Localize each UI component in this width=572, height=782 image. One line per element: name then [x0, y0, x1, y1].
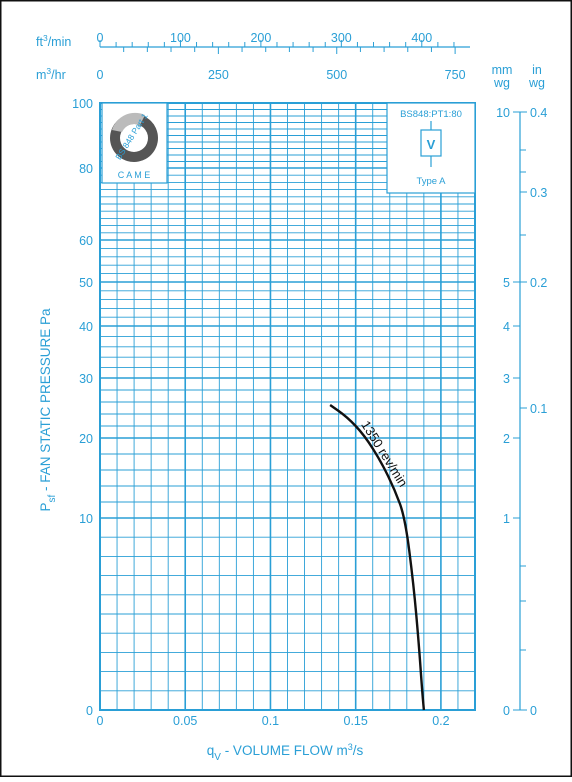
x-tick-label: 0: [97, 714, 104, 728]
m3hr-axis-label: m3/hr: [36, 66, 66, 82]
cfm-tick-label: 400: [411, 31, 432, 45]
mmwg-tick-label: 3: [503, 372, 510, 386]
bs848-badge: BS 848 Part 1 C A M E: [101, 102, 168, 184]
fan-curve-point: [413, 585, 414, 586]
stamp-type: Type A: [416, 176, 446, 187]
mmwg-tick-label: 2: [503, 432, 510, 446]
y-tick-label: 10: [79, 512, 93, 526]
axis-layer: 0 0.05 0.1 0.15 0.2qV - VOLUME FLOW m3/s0102…: [36, 31, 547, 763]
plot-frame: [99, 102, 476, 711]
y-tick-label: 30: [79, 372, 93, 386]
inwg-tick-label: 0.2: [530, 276, 547, 290]
cfm-tick-label: 200: [250, 31, 271, 45]
x-tick-label: 0.15: [344, 714, 368, 728]
x-tick-label: 0.05: [173, 714, 197, 728]
inwg-axis-label: in: [532, 63, 542, 77]
y-tick-label: 20: [79, 432, 93, 446]
standard-stamp: BS848:PT1:80 V Type A: [386, 102, 476, 194]
y-tick-label: 0: [86, 704, 93, 718]
cfm-tick-label: 100: [170, 31, 191, 45]
fan-curve-point: [418, 642, 419, 643]
inwg-tick-label: 0: [530, 704, 537, 718]
y-tick-label: 60: [79, 234, 93, 248]
fan-curve-point: [347, 416, 348, 417]
mmwg-tick-label: 5: [503, 276, 510, 290]
y-tick-label: 40: [79, 320, 93, 334]
inwg-axis-label: wg: [528, 76, 545, 90]
fan-curve-point: [422, 690, 423, 691]
fan-curve-point: [330, 404, 331, 405]
fan-curve-line: [329, 404, 426, 711]
cfm-tick-label: 300: [331, 31, 352, 45]
y-axis-title: Psf - FAN STATIC PRESSURE Pa: [38, 308, 58, 512]
inwg-tick-label: 0.3: [530, 186, 547, 200]
m3hr-tick-label: 0: [97, 68, 104, 82]
x-axis-title: qV - VOLUME FLOW m3/s: [207, 742, 364, 763]
x-tick-label: 0.2: [432, 714, 449, 728]
mmwg-tick-label: 1: [503, 512, 510, 526]
fan-curve-point: [423, 709, 424, 710]
cfm-axis-label: ft3/min: [36, 33, 71, 49]
inwg-tick-label: 0.1: [530, 402, 547, 416]
mmwg-axis-label: mm: [492, 63, 513, 77]
fan-curve-point: [394, 489, 395, 490]
stamp-symbol: V: [427, 137, 436, 152]
fan-curve-point: [405, 517, 406, 518]
badge-ring-center: [120, 124, 148, 152]
mmwg-tick-label: 10: [496, 106, 510, 120]
mmwg-tick-label: 4: [503, 320, 510, 334]
x-tick-label: 0.1: [262, 714, 279, 728]
m3hr-tick-label: 750: [445, 68, 466, 82]
y-tick-label: 100: [72, 97, 93, 111]
badge-caption: C A M E: [118, 170, 151, 180]
m3hr-tick-label: 250: [208, 68, 229, 82]
mmwg-tick-label: 0: [503, 704, 510, 718]
stamp-standard: BS848:PT1:80: [400, 109, 462, 120]
badge-ring-light: [112, 112, 145, 132]
inwg-tick-label: 0.4: [530, 106, 547, 120]
y-tick-label: 80: [79, 162, 93, 176]
m3hr-tick-label: 500: [326, 68, 347, 82]
mmwg-axis-label: wg: [493, 76, 510, 90]
y-tick-label: 50: [79, 276, 93, 290]
cfm-tick-label: 0: [97, 31, 104, 45]
